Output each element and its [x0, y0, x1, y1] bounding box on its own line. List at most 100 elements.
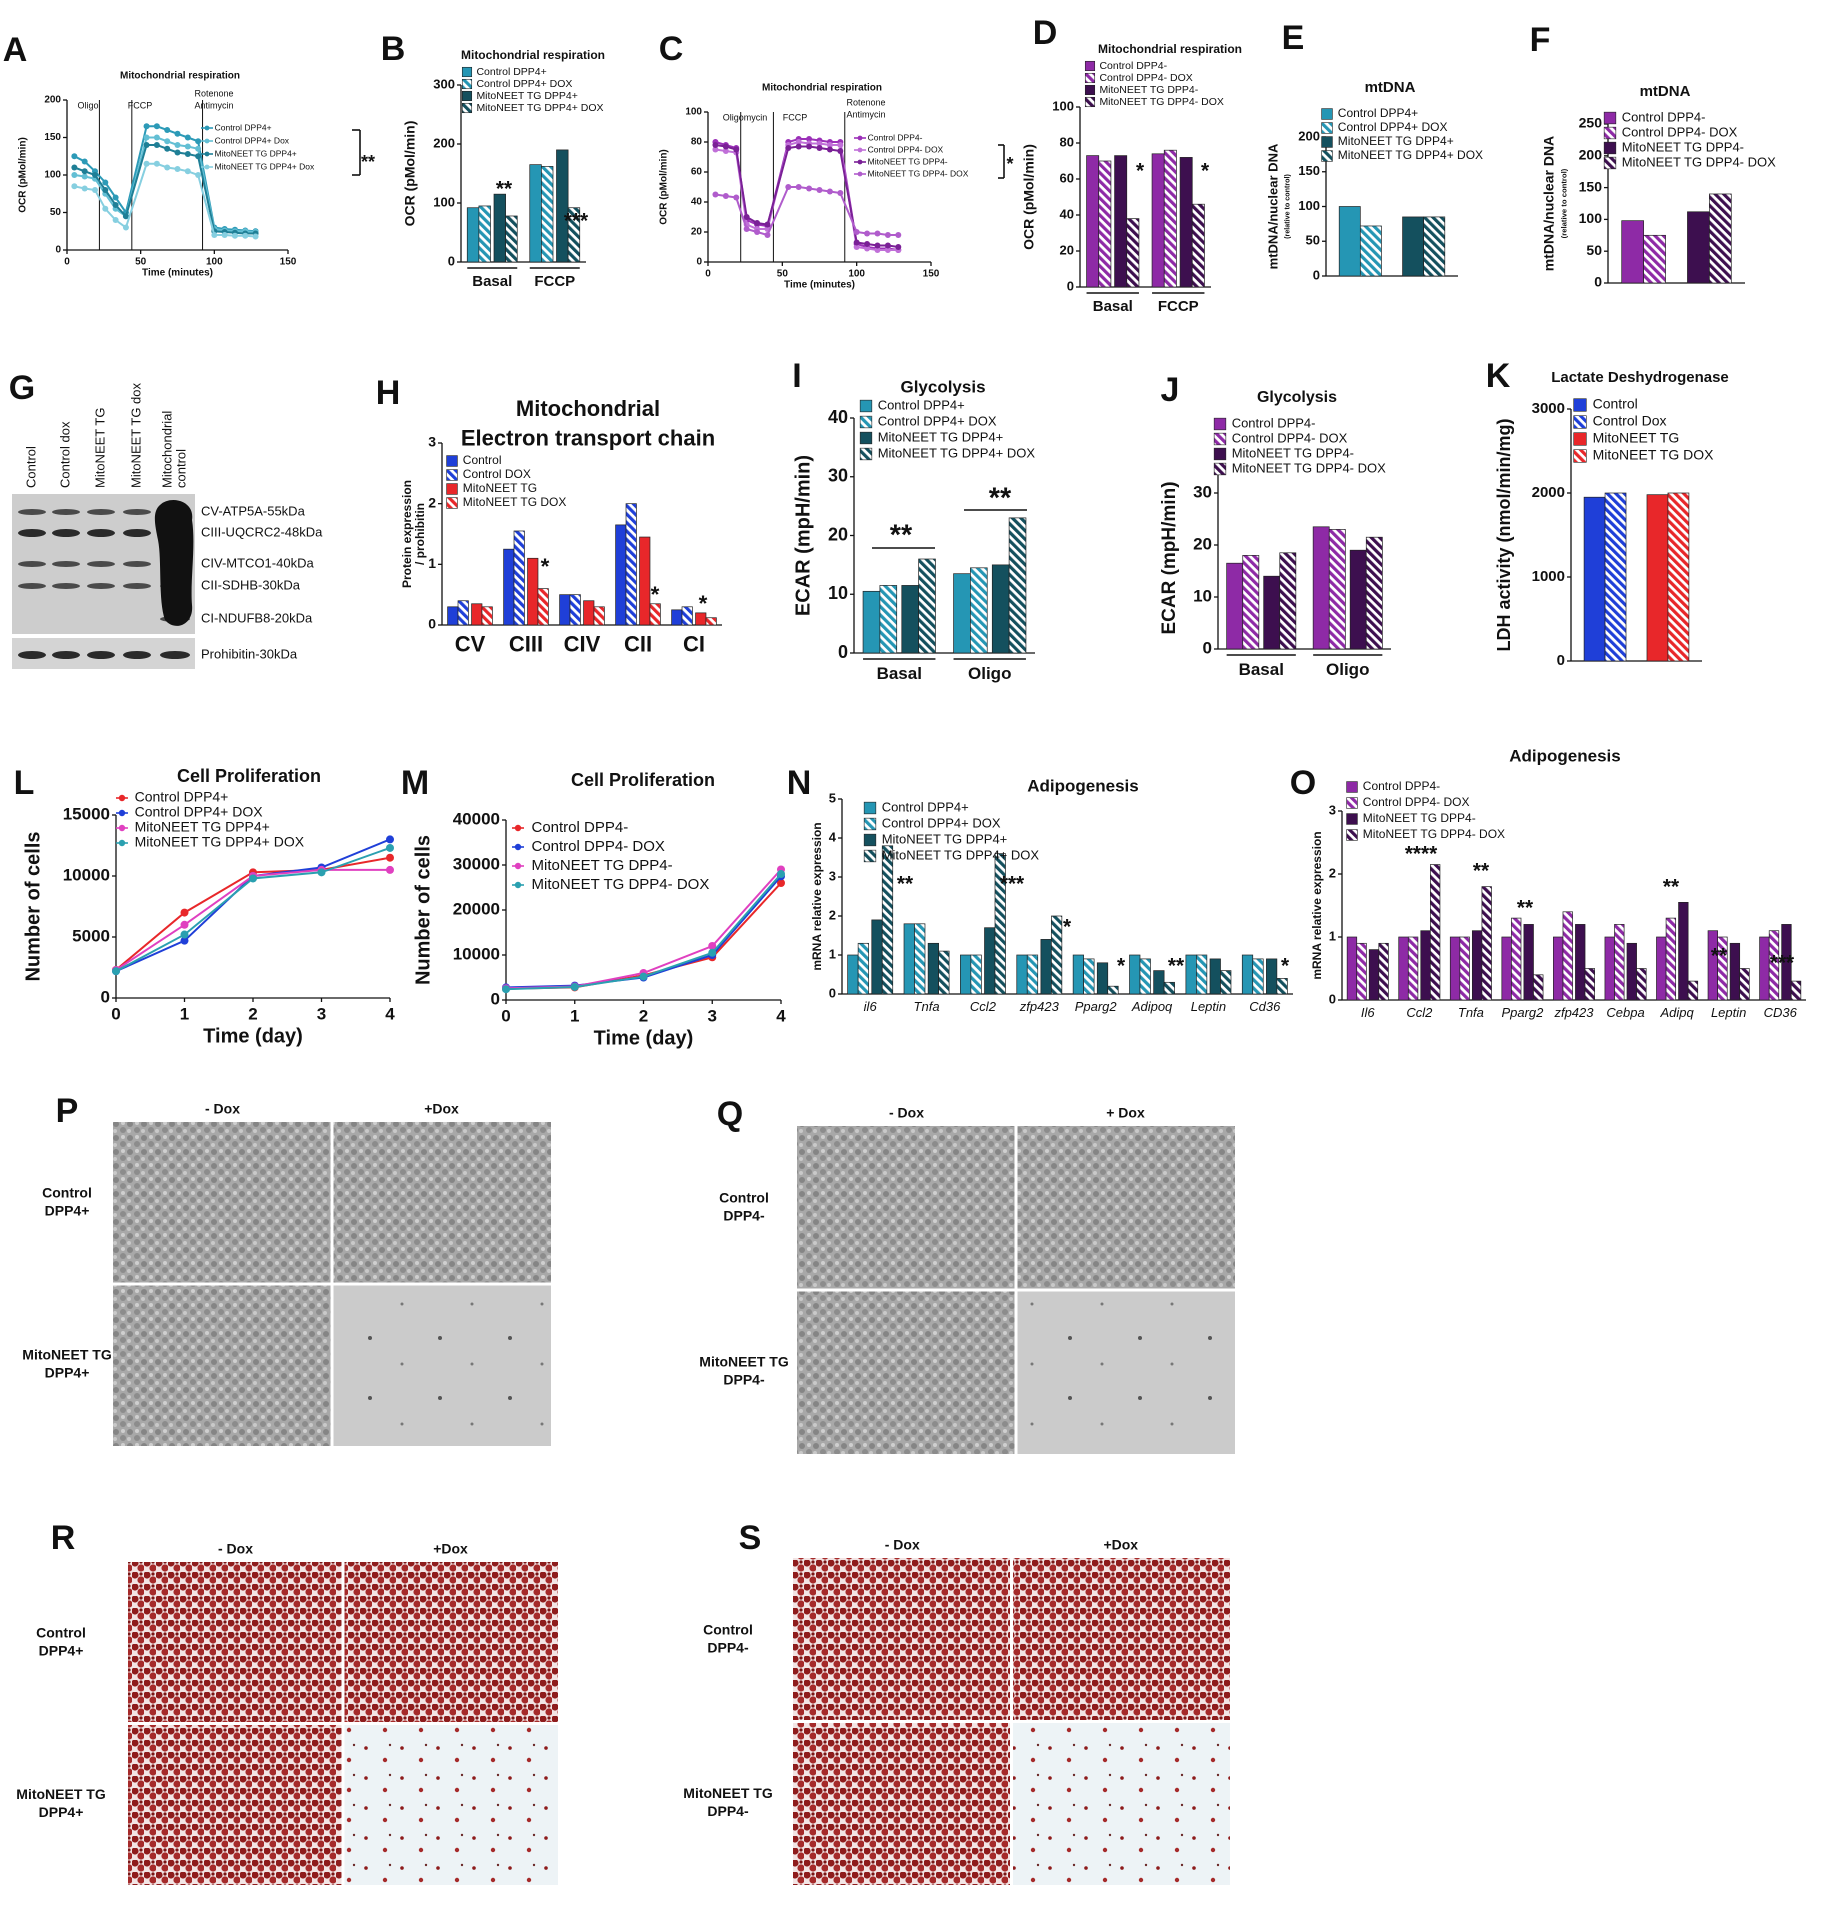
y-tick-label: 100 — [1298, 198, 1320, 213]
data-point — [708, 948, 717, 957]
bar — [447, 606, 459, 626]
blot-band — [123, 583, 151, 589]
blot-band — [18, 583, 46, 589]
legend-swatch — [1321, 150, 1333, 162]
data-point — [112, 217, 119, 223]
y-tick-label: 200 — [1298, 128, 1320, 143]
data-point — [91, 187, 98, 193]
y-axis-label: OCR (pMol/min) — [1021, 144, 1037, 250]
blot-band — [52, 583, 80, 589]
micrograph — [1017, 1126, 1235, 1289]
y-tick-label: 250 — [1579, 115, 1603, 131]
y-tick-label: 10 — [1193, 586, 1212, 605]
y-tick-label: 1 — [1329, 928, 1336, 943]
y-tick-label: 0 — [1594, 274, 1602, 290]
data-point — [826, 142, 833, 148]
legend-label: Control DPP4+ — [882, 799, 969, 814]
bar — [1107, 985, 1119, 995]
lane-label: MitoNEET TG dox — [128, 383, 143, 488]
band-label: Prohibitin-30kDa — [201, 646, 298, 661]
bar — [1636, 968, 1647, 1001]
annotation: Rotenone — [194, 88, 233, 98]
bar — [1151, 153, 1165, 288]
blot-band — [123, 509, 151, 515]
legend-label: Control DPP4- DOX — [532, 838, 665, 855]
y-tick-label: 1000 — [1532, 568, 1565, 585]
micrograph — [128, 1562, 342, 1722]
data-point — [112, 967, 120, 976]
y-tick-label: 2 — [1329, 865, 1336, 880]
x-tick-label: 2 — [248, 1004, 257, 1023]
legend-swatch — [461, 90, 473, 102]
micrograph — [128, 1725, 342, 1885]
y-tick-label: 200 — [1579, 147, 1603, 163]
bar — [914, 923, 926, 995]
annotation: ** — [1711, 945, 1728, 968]
legend-label: MitoNEET TG DPP4- DOX — [868, 168, 969, 178]
x-tick-label: Ccl2 — [970, 999, 997, 1014]
chart-title: Adipogenesis — [1509, 746, 1620, 765]
annotation: * — [699, 591, 708, 616]
y-axis-label: OCR (pMol/min) — [18, 137, 29, 213]
legend-label: MitoNEET TG DPP4- — [1363, 811, 1476, 825]
bar — [471, 603, 483, 626]
bar — [1621, 220, 1644, 284]
legend-label: Control DPP4- DOX — [1099, 72, 1192, 84]
legend-label: MitoNEET TG DPP4+ — [878, 429, 1004, 444]
legend-label: Control — [1593, 396, 1638, 412]
legend-swatch — [446, 483, 458, 495]
y-tick-label: 1 — [428, 555, 436, 571]
annotation: ** — [897, 873, 914, 896]
legend-label: MitoNEET TG DPP4+ — [882, 831, 1008, 846]
x-tick-label: Basal — [877, 664, 922, 683]
column-label: +Dox — [424, 1101, 459, 1117]
annotation: Antimycin — [846, 109, 885, 119]
legend-swatch — [1603, 156, 1617, 170]
legend-label: MitoNEET TG DPP4+ DOX — [476, 102, 603, 114]
x-tick-label: 3 — [708, 1006, 717, 1025]
panel-letter: D — [1033, 14, 1058, 52]
data-point — [639, 972, 648, 981]
y-tick-label: 10000 — [453, 944, 500, 963]
y-axis-sublabel: (relative to control) — [1284, 174, 1292, 239]
x-tick-label: zfp423 — [1553, 1005, 1594, 1020]
y-axis-label: OCR (pMol/min) — [402, 121, 418, 227]
y-tick-label: 80 — [691, 137, 703, 148]
bar — [847, 954, 859, 995]
panel-letter: I — [792, 357, 801, 395]
x-tick-label: 150 — [280, 257, 297, 268]
data-point — [837, 190, 844, 196]
bar — [901, 585, 919, 654]
legend-swatch — [514, 862, 522, 870]
legend-swatch — [1603, 141, 1617, 155]
data-point — [386, 843, 394, 852]
x-tick-label: Adipq — [1659, 1005, 1694, 1020]
y-tick-label: 40000 — [453, 809, 500, 828]
legend-swatch — [461, 102, 473, 114]
bar — [984, 927, 996, 995]
legend-label: Control DPP4- — [1622, 109, 1706, 124]
bar — [1139, 958, 1151, 995]
x-tick-label: 0 — [64, 257, 70, 268]
bar — [1523, 924, 1534, 1001]
annotation: * — [541, 554, 550, 579]
chart-title: Cell Proliferation — [571, 770, 715, 790]
y-tick-label: 40 — [691, 197, 703, 208]
bar — [1604, 492, 1627, 662]
y-tick-label: 20 — [1193, 534, 1212, 553]
bar — [1179, 157, 1193, 288]
data-point — [195, 145, 202, 152]
legend-swatch — [446, 497, 458, 509]
y-axis-sublabel: (relative to control) — [1560, 168, 1569, 238]
bar — [1040, 939, 1052, 995]
y-tick-label: 3 — [428, 434, 436, 450]
data-point — [884, 242, 891, 249]
data-point — [712, 191, 719, 198]
y-tick-label: 100 — [44, 170, 61, 181]
x-tick-label: 4 — [385, 1004, 395, 1023]
legend-swatch — [1213, 447, 1227, 461]
data-point — [864, 230, 871, 237]
legend-swatch — [863, 833, 877, 847]
legend-label: MitoNEET TG DPP4+ — [1338, 134, 1454, 148]
legend-label: Control DPP4+ DOX — [135, 804, 264, 820]
